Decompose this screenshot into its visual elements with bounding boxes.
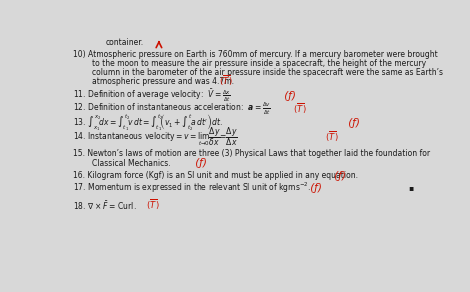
Text: $(\overline{T})$: $(\overline{T})$ bbox=[291, 102, 307, 116]
Text: (ƒ): (ƒ) bbox=[192, 158, 207, 168]
Text: 10) Atmospheric pressure on Earth is 760mm of mercury. If a mercury barometer we: 10) Atmospheric pressure on Earth is 760… bbox=[73, 50, 438, 59]
Text: (ƒ): (ƒ) bbox=[331, 171, 346, 180]
Text: 14. Instantaneous velocity$= v = \lim_{t\to 0}\dfrac{\Delta y}{\delta x}=\dfrac{: 14. Instantaneous velocity$= v = \lim_{t… bbox=[73, 125, 238, 148]
Text: 11. Definition of average velocity:  $\bar{V}=\frac{\Delta x}{\Delta t}$: 11. Definition of average velocity: $\ba… bbox=[73, 88, 231, 104]
Text: 12. Definition of instantaneous acceleration:  $\boldsymbol{a}=\frac{\Delta v}{\: 12. Definition of instantaneous accelera… bbox=[73, 101, 271, 117]
Text: $(\overline{T})$: $(\overline{T})$ bbox=[323, 130, 338, 144]
Text: $(\overline{T})$: $(\overline{T})$ bbox=[144, 198, 160, 212]
Text: container.: container. bbox=[106, 39, 144, 47]
Text: 17. Momentum is expressed in the relevant SI unit of kgms$^{-2}$.: 17. Momentum is expressed in the relevan… bbox=[73, 181, 311, 195]
Text: 15. Newton’s laws of motion are three (3) Physical Laws that together laid the f: 15. Newton’s laws of motion are three (3… bbox=[73, 149, 431, 158]
Text: atmospheric pressure and was 4.7m.: atmospheric pressure and was 4.7m. bbox=[92, 77, 234, 86]
Text: $(\overline{T})$: $(\overline{T})$ bbox=[217, 74, 233, 88]
Text: (ƒ): (ƒ) bbox=[281, 91, 296, 101]
Text: (ƒ): (ƒ) bbox=[307, 183, 322, 193]
Text: (ƒ): (ƒ) bbox=[345, 118, 360, 128]
Text: to the moon to measure the air pressure inside a spacecraft, the height of the m: to the moon to measure the air pressure … bbox=[92, 59, 426, 68]
Text: 16. Kilogram force (Kgf) is an SI unit and must be applied in any equation.: 16. Kilogram force (Kgf) is an SI unit a… bbox=[73, 171, 358, 180]
Text: Classical Mechanics.: Classical Mechanics. bbox=[92, 159, 170, 168]
Text: ▪: ▪ bbox=[408, 183, 414, 192]
Text: 18. $\nabla\times\bar{F}$ = Curl.: 18. $\nabla\times\bar{F}$ = Curl. bbox=[73, 199, 137, 211]
Text: 13. $\int_{x_1}^{x_2}\!dx = \int_{t_1}^{t_2}\!v\,dt = \int_{t_1}^{t_2}\!\!\left(: 13. $\int_{x_1}^{x_2}\!dx = \int_{t_1}^{… bbox=[73, 112, 223, 133]
Text: column in the barometer of the air pressure inside the spacecraft were the same : column in the barometer of the air press… bbox=[92, 68, 443, 77]
